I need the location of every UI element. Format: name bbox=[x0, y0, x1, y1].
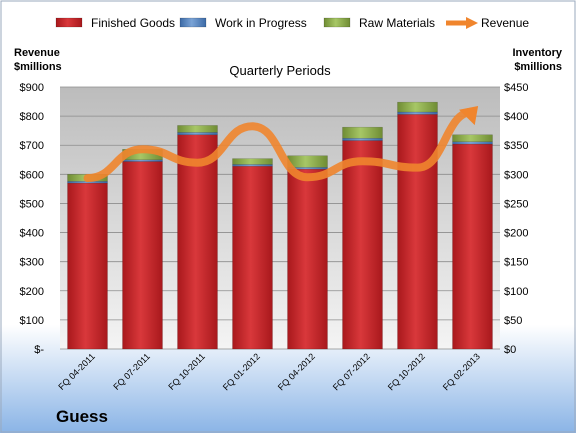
bar-work-in-progress bbox=[452, 141, 493, 145]
left-tick-label: $600 bbox=[20, 169, 44, 181]
bar-raw-materials bbox=[177, 125, 218, 133]
right-tick-label: $300 bbox=[504, 169, 528, 181]
left-tick-label: $300 bbox=[20, 257, 44, 269]
legend-swatch bbox=[323, 17, 351, 28]
legend-item-finished-goods: Finished Goods bbox=[55, 16, 175, 30]
bar-raw-materials bbox=[232, 158, 273, 165]
bar-raw-materials bbox=[397, 101, 438, 113]
right-tick-label: $450 bbox=[504, 82, 528, 94]
bar-finished-goods bbox=[67, 182, 108, 350]
bar-work-in-progress bbox=[122, 159, 163, 162]
legend-label: Finished Goods bbox=[91, 16, 175, 30]
left-axis-label-line1: Revenue bbox=[14, 47, 60, 59]
right-tick-label: $200 bbox=[504, 228, 528, 240]
left-tick-label: $700 bbox=[20, 140, 44, 152]
left-tick-label: $500 bbox=[20, 198, 44, 210]
bar-finished-goods bbox=[122, 161, 163, 350]
right-tick-label: $100 bbox=[504, 286, 528, 298]
left-tick-label: $200 bbox=[20, 286, 44, 298]
bar-work-in-progress bbox=[397, 111, 438, 115]
legend-item-raw-materials: Raw Materials bbox=[323, 16, 435, 30]
legend-arrowhead bbox=[466, 17, 478, 29]
revenue-arrowhead bbox=[459, 106, 479, 126]
right-tick-label: $250 bbox=[504, 198, 528, 210]
right-tick-label: $0 bbox=[504, 344, 516, 356]
legend-item-revenue: Revenue bbox=[446, 16, 529, 30]
left-tick-label: $400 bbox=[20, 228, 44, 240]
legend-label: Revenue bbox=[481, 16, 529, 30]
bar-finished-goods bbox=[342, 140, 383, 350]
legend: Finished Goods Work in Progress Raw Materi… bbox=[55, 16, 529, 30]
bar-finished-goods bbox=[397, 114, 438, 350]
bar-raw-materials bbox=[342, 126, 383, 139]
bar-raw-materials bbox=[452, 134, 493, 142]
bar-finished-goods bbox=[452, 143, 493, 350]
right-tick-label: $50 bbox=[504, 315, 522, 327]
legend-label: Work in Progress bbox=[215, 16, 307, 30]
right-tick-label: $150 bbox=[504, 257, 528, 269]
company-name: Guess bbox=[56, 407, 108, 426]
bar-raw-materials bbox=[287, 155, 328, 168]
left-tick-label: $100 bbox=[20, 315, 44, 327]
bar-work-in-progress bbox=[342, 137, 383, 141]
legend-swatch bbox=[55, 17, 83, 28]
bars bbox=[67, 101, 493, 350]
revenue-line bbox=[83, 107, 477, 183]
bar-work-in-progress bbox=[177, 132, 218, 135]
right-axis-ticks: $0 $50 $100 $150 $200 $250 $300 $350 $400 $450 bbox=[504, 82, 528, 356]
legend-label: Raw Materials bbox=[359, 16, 435, 30]
right-axis-label-line1: Inventory bbox=[512, 47, 562, 59]
left-tick-label: $- bbox=[34, 344, 44, 356]
bar-work-in-progress bbox=[232, 164, 273, 167]
revenue-line-group bbox=[83, 106, 479, 183]
left-axis-label-line2: $millions bbox=[14, 61, 62, 73]
right-axis-label-line2: $millions bbox=[514, 61, 562, 73]
left-tick-label: $900 bbox=[20, 82, 44, 94]
chart-subtitle: Quarterly Periods bbox=[229, 63, 331, 78]
legend-item-work-in-progress: Work in Progress bbox=[179, 16, 307, 30]
bar-finished-goods bbox=[177, 134, 218, 350]
left-axis-ticks: $- $100 $200 $300 $400 $500 $600 $700 $800 $900 bbox=[20, 82, 45, 356]
right-tick-label: $350 bbox=[504, 140, 528, 152]
right-tick-label: $400 bbox=[504, 111, 528, 123]
left-tick-label: $800 bbox=[20, 111, 44, 123]
bar-finished-goods bbox=[287, 168, 328, 350]
legend-swatch bbox=[179, 17, 207, 28]
bar-finished-goods bbox=[232, 165, 273, 350]
